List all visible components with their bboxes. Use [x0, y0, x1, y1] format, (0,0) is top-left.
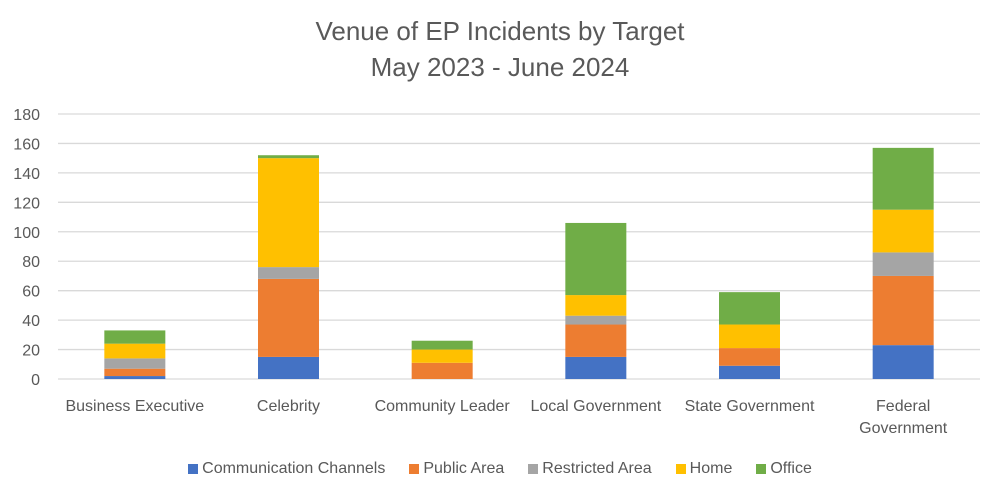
bar-segment-communication-channels — [104, 376, 166, 379]
x-tick-label: Community Leader — [375, 398, 511, 415]
legend-label: Communication Channels — [202, 460, 386, 477]
y-tick-label: 20 — [22, 343, 40, 360]
legend-label: Public Area — [423, 460, 505, 477]
legend-swatch — [188, 464, 199, 474]
chart-title: Venue of EP Incidents by Target — [315, 16, 685, 46]
bar-segment-restricted-area — [872, 252, 934, 276]
x-tick-label: State Government — [685, 398, 815, 415]
legend-label: Office — [770, 460, 812, 477]
bar-segment-communication-channels — [872, 345, 934, 379]
bar-segment-office — [872, 147, 934, 210]
legend-label: Home — [689, 460, 733, 477]
bar-segment-home — [258, 158, 319, 268]
legend-swatch — [756, 464, 767, 474]
y-tick-label: 80 — [22, 254, 40, 271]
y-tick-label: 40 — [22, 313, 40, 330]
legend-swatch — [409, 464, 420, 474]
bar-segment-home — [411, 349, 473, 363]
bar-segment-communication-channels — [719, 365, 780, 379]
y-tick-label: 100 — [13, 225, 40, 242]
x-tick-label: Federal Government — [859, 398, 948, 437]
y-tick-label: 0 — [31, 372, 40, 389]
y-tick-label: 160 — [13, 136, 40, 153]
bar-segment-public-area — [258, 278, 319, 357]
legend-item: Home — [675, 460, 733, 478]
bar-segment-restricted-area — [565, 315, 627, 325]
legend-swatch — [675, 464, 686, 474]
bar-segment-office — [565, 222, 627, 296]
bar-segment-public-area — [565, 324, 627, 357]
legend-item: Public Area — [409, 460, 504, 478]
legend-swatch — [528, 464, 539, 474]
bar-segment-public-area — [872, 275, 934, 346]
bar-segment-office — [104, 330, 166, 344]
bar-segment-restricted-area — [258, 267, 319, 279]
x-tick-label: Local Government — [530, 398, 661, 415]
bar-segment-office — [411, 340, 473, 350]
bar-segment-communication-channels — [565, 356, 627, 379]
legend-item: Restricted Area — [528, 460, 652, 478]
bar-segment-office — [258, 155, 319, 159]
bar-segment-communication-channels — [258, 356, 319, 379]
y-tick-label: 180 — [13, 107, 40, 124]
legend-label: Restricted Area — [542, 460, 652, 477]
y-tick-label: 60 — [22, 284, 40, 301]
bar-segment-restricted-area — [104, 358, 166, 369]
bar-segment-office — [719, 292, 780, 325]
x-tick-label: Business Executive — [65, 398, 204, 415]
bar-segment-public-area — [719, 348, 780, 366]
legend: Communication Channels Public Area Restric… — [0, 460, 1000, 478]
bar-segment-public-area — [411, 362, 473, 379]
bar-segment-home — [719, 324, 780, 349]
chart-subtitle: May 2023 - June 2024 — [370, 52, 630, 82]
legend-item: Communication Channels — [188, 460, 385, 478]
bar-segment-home — [104, 343, 166, 359]
y-tick-label: 140 — [13, 166, 40, 183]
bar-segment-home — [872, 209, 934, 253]
x-tick-label: Celebrity — [257, 398, 320, 415]
bar-segment-public-area — [104, 368, 166, 377]
legend-item: Office — [756, 460, 812, 478]
bar-segment-home — [565, 295, 627, 316]
y-tick-label: 120 — [13, 195, 40, 212]
